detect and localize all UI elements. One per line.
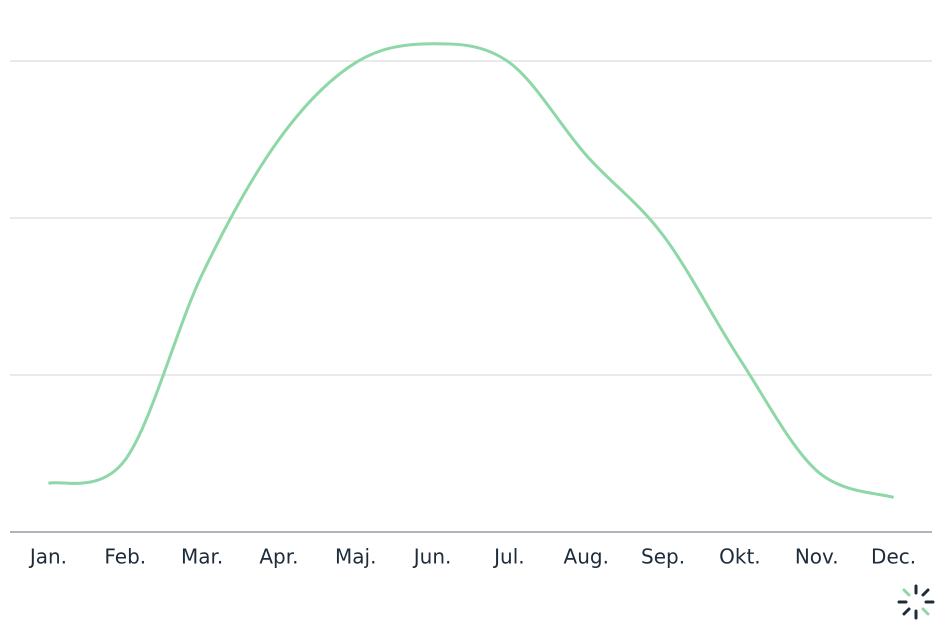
x-tick-label: Mar.: [181, 545, 223, 569]
x-tick-label: Jul.: [492, 545, 525, 569]
x-tick-label: Aug.: [564, 545, 609, 569]
x-tick-label: Nov.: [795, 545, 839, 569]
loading-icon: [897, 584, 935, 620]
x-tick-label: Okt.: [719, 545, 761, 569]
x-tick-label: Sep.: [641, 545, 685, 569]
x-tick-label: Jun.: [412, 545, 452, 569]
x-tick-label: Feb.: [104, 545, 146, 569]
x-tick-label: Dec.: [871, 545, 916, 569]
line-series: [47, 42, 895, 499]
x-tick-label: Apr.: [259, 545, 298, 569]
x-tick-label: Maj.: [335, 545, 376, 569]
x-tick-label: Jan.: [28, 545, 67, 569]
